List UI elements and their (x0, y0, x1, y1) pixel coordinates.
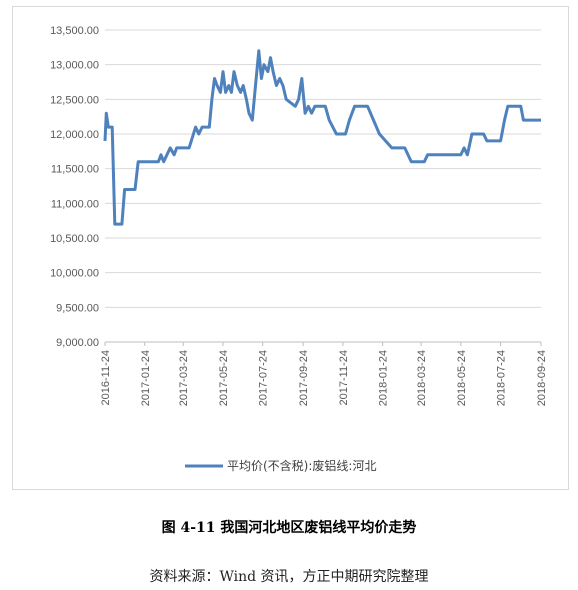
y-tick-label: 10,500.00 (50, 233, 99, 245)
y-tick-label: 11,500.00 (51, 164, 99, 176)
y-tick-label: 13,000.00 (50, 60, 99, 72)
legend-label: 平均价(不含税):废铝线:河北 (227, 458, 376, 473)
y-tick-label: 12,000.00 (50, 129, 99, 141)
y-tick-label: 9,500.00 (56, 302, 99, 314)
y-tick-label: 11,000.00 (51, 198, 99, 210)
y-tick-label: 9,000.00 (56, 337, 99, 349)
x-tick-label: 2018-01-24 (378, 350, 390, 406)
x-tick-label: 2017-03-24 (178, 350, 190, 406)
x-tick-label: 2018-05-24 (456, 350, 468, 406)
x-tick-label: 2017-07-24 (258, 350, 270, 406)
y-tick-label: 12,500.00 (50, 94, 99, 106)
source-note: 资料来源：Wind 资讯，方正中期研究院整理 (149, 569, 429, 585)
y-tick-label: 13,500.00 (50, 25, 99, 37)
x-tick-label: 2017-09-24 (298, 350, 310, 406)
y-axis-tick-labels: 13,500.00 13,000.00 12,500.00 12,000.00 11,5… (50, 25, 99, 349)
legend: 平均价(不含税):废铝线:河北 (185, 458, 376, 473)
x-tick-label: 2018-07-24 (496, 350, 508, 406)
x-tick-label: 2016-11-24 (100, 350, 112, 405)
figure-caption: 图 4-11 我国河北地区废铝线平均价走势 (161, 520, 417, 536)
chart-frame: 13,500.00 13,000.00 12,500.00 12,000.00 11,5… (12, 6, 569, 490)
gridlines (105, 29, 541, 343)
x-tick-label: 2017-01-24 (140, 350, 152, 406)
y-tick-label: 10,000.00 (50, 268, 99, 280)
line-chart: 13,500.00 13,000.00 12,500.00 12,000.00 11,5… (50, 25, 548, 473)
x-tick-label: 2017-05-24 (218, 350, 230, 406)
x-tick-label: 2018-09-24 (536, 350, 548, 406)
series-line-aluminum-price (103, 49, 541, 226)
x-tick-label: 2017-11-24 (338, 350, 350, 405)
x-axis-tick-labels: 2016-11-24 2017-01-24 2017-03-24 2017-05-24… (100, 342, 548, 406)
x-tick-label: 2018-03-24 (416, 350, 428, 406)
